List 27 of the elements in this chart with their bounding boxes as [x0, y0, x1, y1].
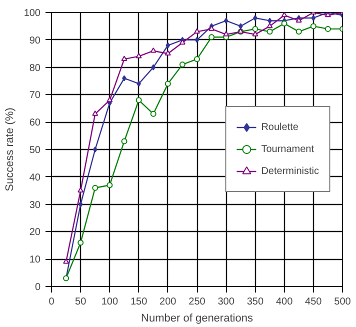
- legend-label: Tournament: [261, 144, 314, 154]
- y-axis-title: Success rate (%): [4, 108, 16, 192]
- x-tick-label: 0: [48, 296, 55, 308]
- y-tick-label: 30: [29, 200, 41, 211]
- x-axis-title: Number of generations: [141, 312, 254, 324]
- x-tick-label: 300: [218, 296, 235, 308]
- y-tick-label: 60: [29, 118, 41, 129]
- x-tick-label: 150: [130, 296, 148, 308]
- x-tick-label: 450: [305, 296, 322, 308]
- x-tick-label: 100: [101, 296, 118, 308]
- x-tick-label: 250: [188, 296, 206, 308]
- x-tick-label: 400: [276, 296, 294, 308]
- y-tick-label: 50: [29, 145, 41, 156]
- y-tick-label: 100: [24, 8, 41, 19]
- legend-label: Roulette: [261, 122, 298, 132]
- x-tick-label: 350: [246, 296, 264, 308]
- x-tick-label: 500: [334, 296, 352, 308]
- legend-label: Deterministic: [261, 166, 319, 176]
- y-tick-label: 90: [29, 35, 41, 46]
- y-tick-label: 20: [29, 227, 41, 238]
- y-tick-label: 10: [29, 254, 41, 266]
- y-tick-label: 80: [29, 62, 41, 74]
- x-tick-label: 200: [160, 296, 177, 308]
- y-tick-label: 70: [29, 90, 41, 102]
- y-tick-label: 40: [29, 172, 41, 184]
- x-tick-label: 50: [75, 296, 87, 308]
- y-tick-label: 0: [34, 282, 41, 293]
